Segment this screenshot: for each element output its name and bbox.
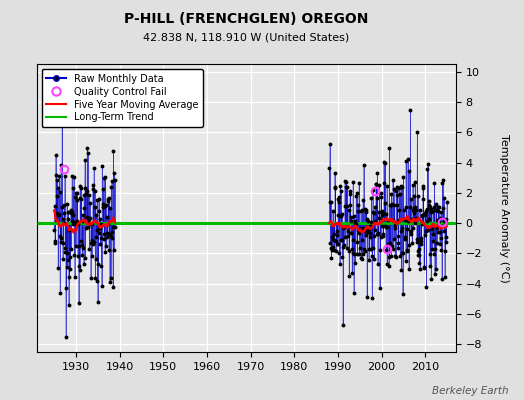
Text: 42.838 N, 118.910 W (United States): 42.838 N, 118.910 W (United States)	[143, 32, 350, 42]
Text: Berkeley Earth: Berkeley Earth	[432, 386, 508, 396]
Y-axis label: Temperature Anomaly (°C): Temperature Anomaly (°C)	[499, 134, 509, 282]
Text: P-HILL (FRENCHGLEN) OREGON: P-HILL (FRENCHGLEN) OREGON	[124, 12, 368, 26]
Legend: Raw Monthly Data, Quality Control Fail, Five Year Moving Average, Long-Term Tren: Raw Monthly Data, Quality Control Fail, …	[41, 69, 203, 127]
